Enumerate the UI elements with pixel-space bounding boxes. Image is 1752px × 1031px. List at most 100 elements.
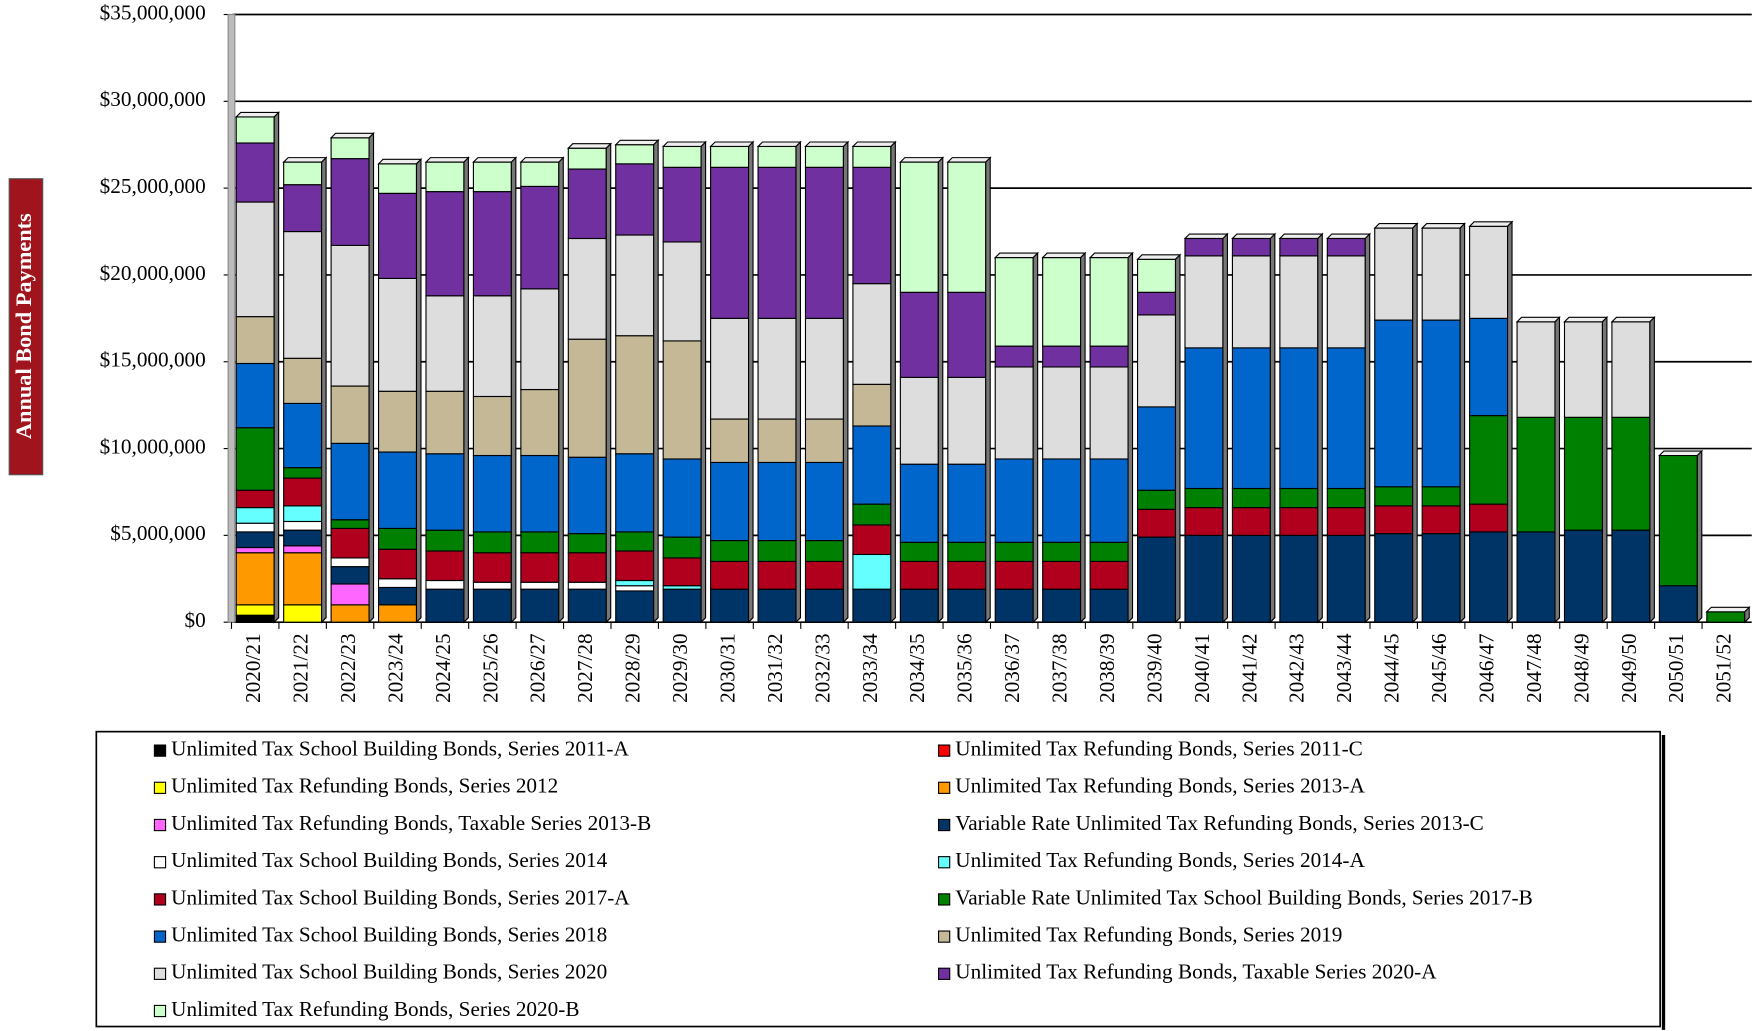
bar-segment: [1089, 588, 1129, 623]
bar-segment: [235, 427, 275, 491]
bar-segment: [757, 540, 797, 562]
bar-segment: [1421, 227, 1461, 321]
bar-segment: [1231, 255, 1271, 349]
bar-segment: [235, 614, 275, 623]
bar-segment: [377, 277, 418, 392]
bar-segment: [377, 390, 418, 453]
bar-top: [1515, 316, 1561, 323]
bar-segment: [994, 588, 1034, 623]
bar-segment: [899, 541, 939, 562]
bar-segment: [1089, 366, 1129, 460]
bar-segment: [425, 453, 465, 531]
bar-segment: [1469, 531, 1509, 623]
x-tick-label: 2042/43: [1285, 633, 1309, 703]
x-tick-label: 2024/25: [431, 633, 455, 703]
bar-segment: [1089, 345, 1129, 368]
bar-segment: [1184, 534, 1224, 623]
bar-segment: [1611, 321, 1651, 418]
bar-segment: [283, 552, 323, 606]
bar-segment: [235, 362, 275, 429]
bar-segment: [283, 505, 323, 523]
bar-segment: [947, 560, 987, 590]
x-tick-label: 2022/23: [336, 633, 360, 703]
bar-segment: [330, 137, 370, 160]
bar-side: [748, 140, 754, 624]
legend-label: Unlimited Tax Refunding Bonds, Taxable S…: [171, 811, 651, 835]
bar-segment: [1042, 257, 1082, 347]
legend-swatch: [937, 744, 951, 757]
bar-segment: [1326, 347, 1366, 490]
bar-segment: [330, 158, 370, 246]
x-tick-label: 2028/29: [621, 633, 645, 703]
bar-segment: [757, 418, 797, 464]
bar-top: [1373, 223, 1419, 229]
bar-segment: [472, 588, 512, 623]
bar-segment: [852, 524, 892, 556]
bar-segment: [710, 588, 750, 623]
bar-segment: [757, 317, 797, 420]
bar-top: [519, 157, 565, 163]
bar-top: [1041, 252, 1087, 259]
bar-segment: [947, 376, 987, 465]
bar-side: [937, 156, 944, 624]
bar-segment: [472, 161, 512, 193]
bar-segment: [1469, 317, 1509, 417]
bar-segment: [852, 588, 892, 623]
x-tick-label: 2030/31: [715, 633, 739, 703]
bar-segment: [1563, 321, 1604, 418]
y-tick-label: $30,000,000: [100, 87, 206, 111]
bar-segment: [235, 316, 275, 365]
bar-segment: [1374, 505, 1414, 535]
bar-segment: [472, 395, 512, 457]
bar-segment: [757, 145, 797, 168]
x-tick-label: 2021/22: [289, 633, 313, 703]
bar-segment: [1279, 534, 1319, 623]
bar-segment: [283, 604, 323, 623]
y-tick-label: $35,000,000: [100, 0, 206, 24]
bar-segment: [567, 147, 607, 170]
bar-segment: [994, 345, 1034, 368]
bar-segment: [425, 588, 465, 623]
bar-segment: [852, 283, 892, 385]
x-tick-label: 2046/47: [1474, 633, 1498, 703]
bar-segment: [1184, 487, 1224, 509]
bar-segment: [1374, 227, 1414, 321]
bar-segment: [947, 541, 987, 562]
bar-segment: [425, 550, 465, 582]
x-tick-label: 2049/50: [1617, 633, 1641, 703]
bar-segment: [662, 241, 702, 342]
bar-side: [1696, 449, 1703, 624]
bar-segment: [1136, 291, 1177, 316]
bar-segment: [1421, 319, 1461, 488]
bar-segment: [947, 161, 987, 293]
x-tick-label: 2023/24: [383, 633, 407, 703]
bar-top: [1231, 233, 1277, 240]
bar-segment: [899, 291, 939, 378]
bar-segment: [1421, 505, 1461, 535]
bar-segment: [1374, 319, 1414, 488]
bar-top: [756, 141, 802, 148]
bar-segment: [994, 366, 1034, 460]
bar-segment: [567, 168, 607, 240]
bar-side: [1269, 232, 1276, 624]
bar-side: [415, 158, 422, 624]
bar-side: [1554, 316, 1561, 624]
bar-segment: [947, 463, 987, 543]
bar-segment: [615, 531, 655, 552]
x-tick-label: 2037/38: [1048, 633, 1072, 703]
bar-segment: [1042, 588, 1082, 623]
bar-segment: [662, 536, 702, 559]
bar-segment: [567, 338, 607, 458]
y-tick-label: $10,000,000: [100, 434, 206, 458]
legend-swatch: [153, 967, 167, 980]
bar-segment: [947, 291, 987, 378]
bar-segment: [283, 545, 323, 554]
x-tick-label: 2032/33: [810, 633, 834, 703]
legend-label: Unlimited Tax School Building Bonds, Ser…: [171, 848, 607, 872]
legend-box: [95, 730, 1661, 1028]
bar-top: [424, 157, 470, 163]
bar-segment: [330, 519, 370, 529]
bar-segment: [615, 234, 655, 337]
bar-side: [1507, 220, 1513, 624]
x-tick-label: 2048/49: [1569, 633, 1593, 703]
